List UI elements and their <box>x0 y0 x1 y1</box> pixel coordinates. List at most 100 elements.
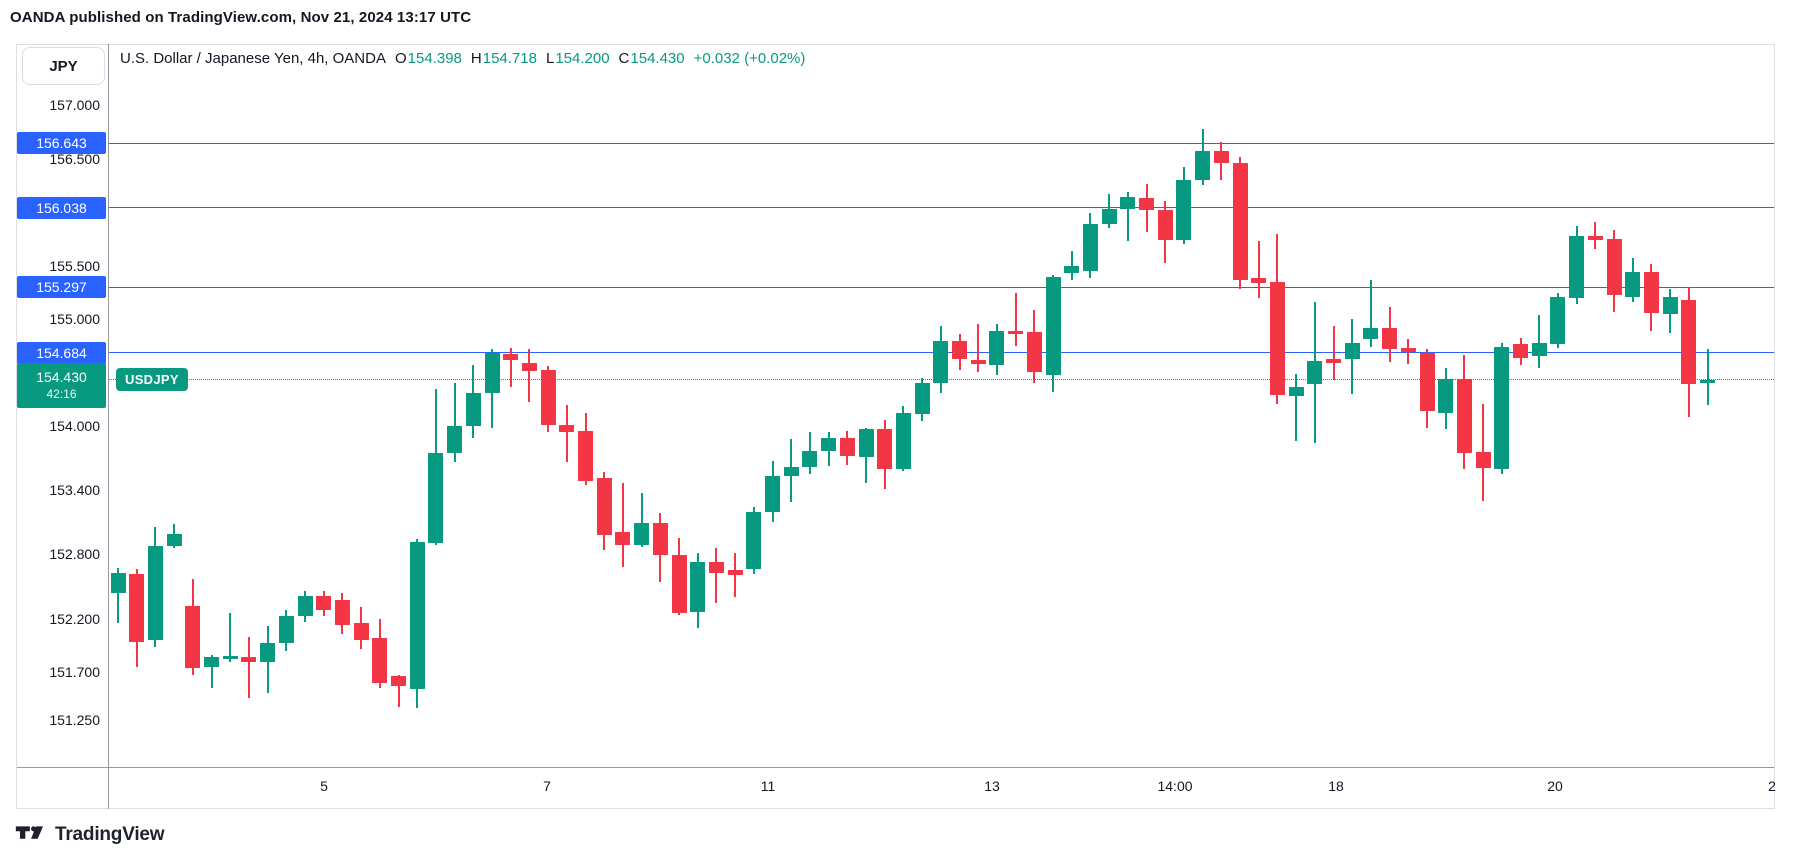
candle-body <box>110 572 126 593</box>
candle-body <box>147 545 163 640</box>
candle-wick <box>1126 191 1129 241</box>
candle-wick <box>1257 240 1260 298</box>
candle-body <box>578 431 593 481</box>
candle-body <box>334 600 350 626</box>
candle-wick <box>640 493 643 547</box>
candle-body <box>1700 379 1715 384</box>
candle-body <box>765 476 780 512</box>
candle-body <box>1232 162 1248 281</box>
candle-body <box>1195 151 1211 180</box>
candle-body <box>241 657 257 663</box>
candle-body <box>428 452 444 543</box>
candle-body <box>1400 347 1416 353</box>
candle-body <box>1438 378 1454 414</box>
ohlc-high: H 154.718 <box>470 49 537 67</box>
current-price-badge: 154.430 42:16 <box>17 362 106 408</box>
candle-body <box>1531 342 1547 357</box>
candle-body <box>1382 327 1398 349</box>
ohlc-close: C 154.430 <box>618 49 685 67</box>
candle-body <box>1456 378 1472 453</box>
symbol-button-label: JPY <box>49 57 78 75</box>
candle-body <box>1475 451 1491 468</box>
candle-body <box>839 437 855 456</box>
candle-body <box>503 354 519 360</box>
candle-wick <box>229 613 232 663</box>
candle-body <box>952 341 967 359</box>
tradingview-logo[interactable]: TradingView <box>15 824 165 846</box>
candle-body <box>1513 343 1528 358</box>
candle-wick <box>453 383 456 463</box>
candle-body <box>297 596 313 617</box>
price-tick-label: 151.700 <box>49 664 100 681</box>
price-tick-label: 157.000 <box>49 97 100 113</box>
candle-body <box>540 370 556 425</box>
candle-wick <box>1538 314 1541 369</box>
candle-body <box>1269 281 1285 395</box>
candle-wick <box>1295 373 1298 441</box>
time-tick-label: 2 <box>1768 778 1776 794</box>
change-value: +0.032 (+0.02%) <box>693 49 806 67</box>
candle-body <box>802 450 818 467</box>
candle-body <box>1026 331 1042 373</box>
time-tick-label: 13 <box>984 778 1000 794</box>
price-level-badge: 155.297 <box>17 276 106 299</box>
candle-body <box>409 541 425 690</box>
price-tick-label: 154.000 <box>49 418 100 434</box>
candle-body <box>821 437 837 451</box>
time-tick-label: 5 <box>320 778 328 794</box>
candle-body <box>484 353 500 393</box>
time-tick-label: 18 <box>1328 778 1344 794</box>
publisher-line: OANDA published on TradingView.com, Nov … <box>10 9 472 26</box>
bar-countdown: 42:16 <box>46 386 77 401</box>
candle-body <box>1008 330 1024 334</box>
candle-body <box>278 616 294 644</box>
time-tick-label: 20 <box>1547 778 1563 794</box>
candle-body <box>1082 223 1098 271</box>
candle-body <box>1419 353 1435 411</box>
candle-wick <box>715 547 718 603</box>
candle-wick <box>1070 250 1073 281</box>
candle-body <box>316 596 332 611</box>
candle-body <box>989 330 1005 365</box>
candle-wick <box>734 553 737 598</box>
price-tick-label: 155.000 <box>49 311 100 327</box>
candle-body <box>1176 179 1192 240</box>
candle-body <box>1662 296 1678 314</box>
candle-body <box>634 523 650 545</box>
candle-wick <box>1332 326 1335 380</box>
price-level-badge: 156.038 <box>17 196 106 219</box>
candle-body <box>1494 346 1510 469</box>
time-tick-label: 14:00 <box>1157 778 1193 794</box>
candle-body <box>690 561 706 613</box>
candle-wick <box>247 636 250 698</box>
candle-body <box>1606 238 1622 296</box>
chart-widget-frame <box>16 44 1775 809</box>
chart-title: U.S. Dollar / Japanese Yen, 4h, OANDA <box>120 49 386 67</box>
ohlc-low: L 154.200 <box>545 49 610 67</box>
candle-body <box>465 392 481 426</box>
price-tick-label: 151.250 <box>49 712 100 729</box>
time-axis[interactable] <box>17 768 1774 808</box>
candle-body <box>970 359 986 364</box>
symbol-button[interactable]: JPY <box>22 47 105 85</box>
candle-body <box>671 555 687 614</box>
candle-body <box>204 657 219 667</box>
candle-body <box>372 637 388 683</box>
candle-body <box>877 429 893 469</box>
price-tick-label: 152.200 <box>49 610 100 627</box>
candle-body <box>1139 198 1154 210</box>
candle-body <box>391 676 406 686</box>
candle-body <box>1625 271 1641 297</box>
tradingview-logo-text: TradingView <box>55 824 165 845</box>
candle-body <box>1363 327 1379 340</box>
candle-body <box>783 466 799 477</box>
ohlc-open: O 154.398 <box>394 49 462 67</box>
candle-body <box>1569 235 1585 298</box>
candle-body <box>521 362 537 372</box>
candle-body <box>1643 271 1659 313</box>
candle-wick <box>621 482 624 568</box>
candle-body <box>559 424 575 433</box>
candle-body <box>185 605 201 668</box>
